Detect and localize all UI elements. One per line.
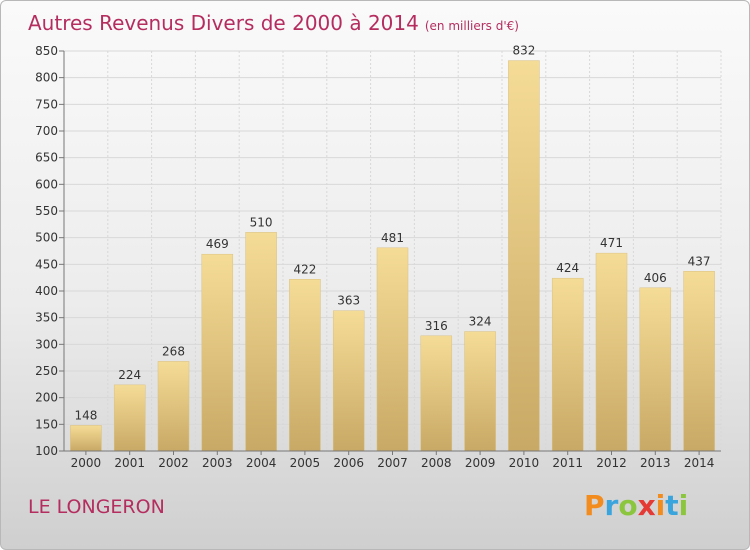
bar-value-label: 268	[162, 344, 185, 358]
bar	[508, 60, 540, 452]
bar-value-label: 481	[381, 231, 404, 245]
bar-value-label: 437	[688, 254, 711, 268]
bar-value-label: 832	[512, 44, 535, 58]
data-labels: 148 224 268 469 510 422 363 481 316 324 832 424 471 4…	[74, 44, 710, 423]
bar	[70, 425, 102, 452]
logo-letter: i	[655, 489, 666, 522]
bar-value-label: 471	[600, 236, 623, 250]
bar-value-label: 510	[250, 215, 273, 229]
x-tick-label: 2000	[71, 456, 102, 470]
bar	[157, 361, 190, 452]
x-tick-label: 2007	[377, 456, 408, 470]
logo-letter: P	[584, 489, 605, 522]
logo-letter: x	[637, 489, 656, 522]
y-tick-label: 400	[35, 284, 58, 298]
x-tick-label: 2005	[290, 456, 321, 470]
x-tick-label: 2014	[684, 456, 715, 470]
unit-label: (en milliers d'€)	[424, 19, 519, 33]
x-axis: 2000 2001 2002 2003 2004 2005 2006 2007 2008 2009…	[64, 450, 721, 470]
y-tick-label: 250	[35, 364, 58, 378]
y-tick-label: 700	[35, 124, 58, 138]
logo-letter: o	[618, 489, 638, 522]
bar-value-label: 424	[556, 261, 579, 275]
x-tick-label: 2004	[246, 456, 277, 470]
x-tick-label: 2010	[509, 456, 540, 470]
bar	[551, 277, 584, 452]
title-text: Autres Revenus Divers de 2000 à 2014	[28, 11, 419, 35]
bar-value-label: 363	[337, 294, 360, 308]
y-tick-label: 600	[35, 177, 58, 191]
bar	[683, 271, 715, 452]
bar	[289, 279, 321, 452]
x-tick-label: 2001	[114, 456, 145, 470]
y-tick-label: 550	[35, 204, 58, 218]
x-tick-label: 2013	[640, 456, 671, 470]
x-tick-label: 2003	[202, 456, 233, 470]
bar	[201, 253, 234, 452]
y-axis: 100 150 200 250 300 350 400 450 500 550 600 650 700 7…	[35, 44, 65, 458]
bars	[70, 60, 715, 452]
bar-value-label: 224	[118, 368, 141, 382]
x-tick-label: 2008	[421, 456, 452, 470]
bar	[420, 335, 453, 452]
y-tick-label: 150	[35, 417, 58, 431]
x-tick-label: 2009	[465, 456, 496, 470]
bar-value-label: 406	[644, 271, 667, 285]
location-label: LE LONGERON	[28, 496, 165, 518]
y-tick-label: 450	[35, 257, 58, 271]
bar-value-label: 469	[206, 237, 229, 251]
bar	[376, 247, 409, 452]
bar-value-label: 316	[425, 319, 448, 333]
bar-value-label: 324	[469, 315, 492, 329]
proxiti-logo: Proxiti	[584, 489, 688, 522]
bar	[639, 287, 672, 452]
bar	[245, 232, 277, 452]
y-tick-label: 300	[35, 337, 58, 351]
y-tick-label: 650	[35, 151, 58, 165]
x-tick-label: 2011	[552, 456, 583, 470]
y-tick-label: 200	[35, 391, 58, 405]
bar	[113, 384, 146, 452]
x-tick-label: 2006	[333, 456, 364, 470]
y-tick-label: 850	[35, 44, 58, 58]
bar	[464, 331, 496, 452]
bar-value-label: 422	[293, 262, 316, 276]
y-tick-label: 800	[35, 71, 58, 85]
y-tick-label: 100	[35, 444, 58, 458]
x-tick-label: 2012	[596, 456, 627, 470]
logo-letter: t	[665, 489, 679, 522]
y-tick-label: 350	[35, 311, 58, 325]
bar	[595, 252, 628, 452]
logo-letter: r	[604, 489, 619, 522]
x-tick-label: 2002	[158, 456, 189, 470]
y-tick-label: 750	[35, 97, 58, 111]
chart-title: Autres Revenus Divers de 2000 à 2014 (en …	[28, 11, 519, 35]
y-tick-label: 500	[35, 231, 58, 245]
logo-letter: i	[678, 489, 689, 522]
bar	[332, 310, 365, 452]
bar-value-label: 148	[74, 408, 97, 422]
